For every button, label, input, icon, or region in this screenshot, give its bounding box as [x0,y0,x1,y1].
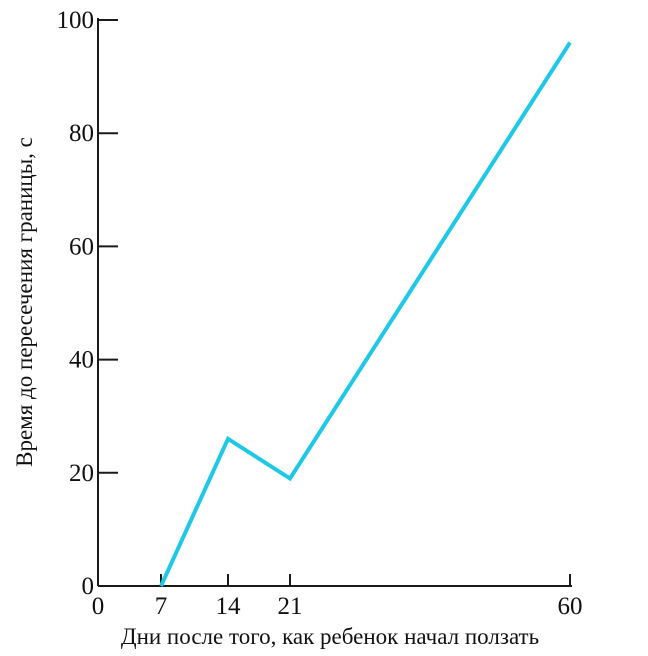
x-tick-label: 0 [92,593,105,620]
y-tick-label: 20 [69,460,94,487]
y-tick-label: 100 [57,7,95,34]
y-ticks: 0 20 40 60 80 100 [57,7,118,600]
x-tick-label: 14 [216,593,242,620]
y-tick-label: 40 [69,347,94,374]
x-tick-label: 7 [155,593,168,620]
x-axis-title: Дни после того, как ребенок начал ползат… [121,624,539,649]
y-axis-title: Время до пересечения границы, с [12,137,37,467]
y-tick-label: 0 [82,573,95,600]
x-tick-label: 60 [558,593,583,620]
y-tick-label: 80 [69,120,94,147]
x-tick-label: 21 [278,593,303,620]
series-line [159,41,572,587]
x-ticks: 0 7 14 21 60 [92,574,583,620]
axes [97,18,572,587]
y-tick-label: 60 [69,233,94,260]
series-layer [159,41,572,587]
